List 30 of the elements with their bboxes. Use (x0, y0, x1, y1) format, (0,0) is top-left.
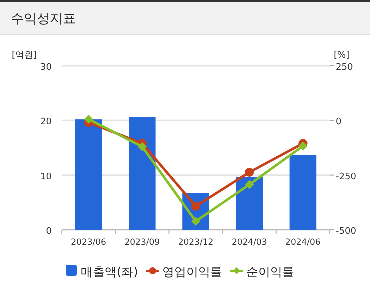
point (298, 142, 308, 151)
x-tick-label: 2023/09 (124, 238, 160, 248)
x-tick-label: 2024/03 (232, 238, 268, 248)
legend-label: 영업이익률 (162, 265, 222, 279)
y-tick-label: 0 (46, 227, 52, 237)
y2-tick-label: 0 (336, 118, 342, 128)
bar (75, 120, 102, 230)
bar (129, 117, 156, 230)
bar (290, 155, 317, 230)
x-tick-label: 2024/06 (286, 238, 321, 248)
y-tick-label: 30 (40, 63, 52, 73)
point (192, 202, 200, 211)
y2-tick-label: 250 (336, 63, 354, 73)
x-tick-label: 2023/06 (71, 238, 106, 248)
y2-axis-title: [%] (334, 51, 350, 61)
y-axis-title: [억원] (12, 51, 38, 61)
point (84, 114, 94, 124)
bar (236, 176, 263, 230)
y2-tick-label: -250 (336, 172, 357, 182)
y-tick-label: 20 (40, 118, 52, 128)
point (192, 216, 200, 226)
point (138, 142, 147, 152)
point (245, 180, 254, 190)
legend-label: 순이익률 (246, 265, 294, 279)
chart-title: 수익성지표 (11, 12, 76, 27)
legend-label: 매출액(좌) (81, 265, 138, 279)
y2-tick-label: -500 (336, 227, 357, 237)
x-tick-label: 2023/12 (178, 238, 214, 248)
y-tick-label: 10 (40, 172, 52, 182)
point (245, 168, 254, 177)
